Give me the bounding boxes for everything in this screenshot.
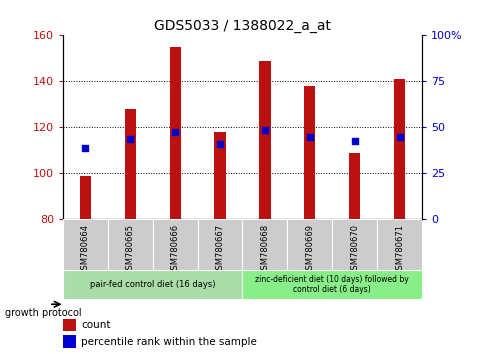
Bar bbox=[63, 335, 76, 348]
Point bbox=[305, 134, 313, 139]
Text: GSM780669: GSM780669 bbox=[304, 224, 314, 275]
Point bbox=[171, 129, 179, 135]
Bar bbox=[303, 86, 315, 219]
Text: pair-fed control diet (16 days): pair-fed control diet (16 days) bbox=[90, 280, 215, 289]
Text: count: count bbox=[81, 320, 110, 330]
Text: GSM780666: GSM780666 bbox=[170, 224, 180, 275]
Text: GSM780664: GSM780664 bbox=[81, 224, 90, 275]
Text: GSM780671: GSM780671 bbox=[394, 224, 403, 275]
Point bbox=[126, 136, 134, 142]
Bar bbox=[107, 219, 152, 271]
Point bbox=[260, 127, 268, 132]
Bar bbox=[169, 47, 181, 219]
Bar bbox=[242, 270, 421, 299]
Bar bbox=[214, 132, 225, 219]
Text: GSM780665: GSM780665 bbox=[125, 224, 135, 275]
Point bbox=[81, 145, 89, 151]
Point bbox=[216, 141, 224, 146]
Bar bbox=[242, 219, 287, 271]
Bar bbox=[80, 176, 91, 219]
Bar bbox=[259, 61, 270, 219]
Bar bbox=[63, 319, 76, 331]
Bar bbox=[152, 219, 197, 271]
Text: zinc-deficient diet (10 days) followed by
control diet (6 days): zinc-deficient diet (10 days) followed b… bbox=[255, 275, 408, 294]
Bar bbox=[287, 219, 332, 271]
Bar bbox=[332, 219, 376, 271]
Text: GSM780667: GSM780667 bbox=[215, 224, 224, 275]
Bar bbox=[393, 79, 404, 219]
Title: GDS5033 / 1388022_a_at: GDS5033 / 1388022_a_at bbox=[154, 19, 330, 33]
Text: GSM780668: GSM780668 bbox=[260, 224, 269, 275]
Point bbox=[350, 138, 358, 144]
Point bbox=[395, 134, 403, 139]
Text: GSM780670: GSM780670 bbox=[349, 224, 359, 275]
Bar bbox=[63, 270, 242, 299]
Bar bbox=[124, 109, 136, 219]
Text: growth protocol: growth protocol bbox=[5, 308, 81, 318]
Text: percentile rank within the sample: percentile rank within the sample bbox=[81, 337, 257, 347]
Bar bbox=[63, 219, 107, 271]
Bar bbox=[197, 219, 242, 271]
Bar bbox=[376, 219, 421, 271]
Bar bbox=[348, 153, 360, 219]
